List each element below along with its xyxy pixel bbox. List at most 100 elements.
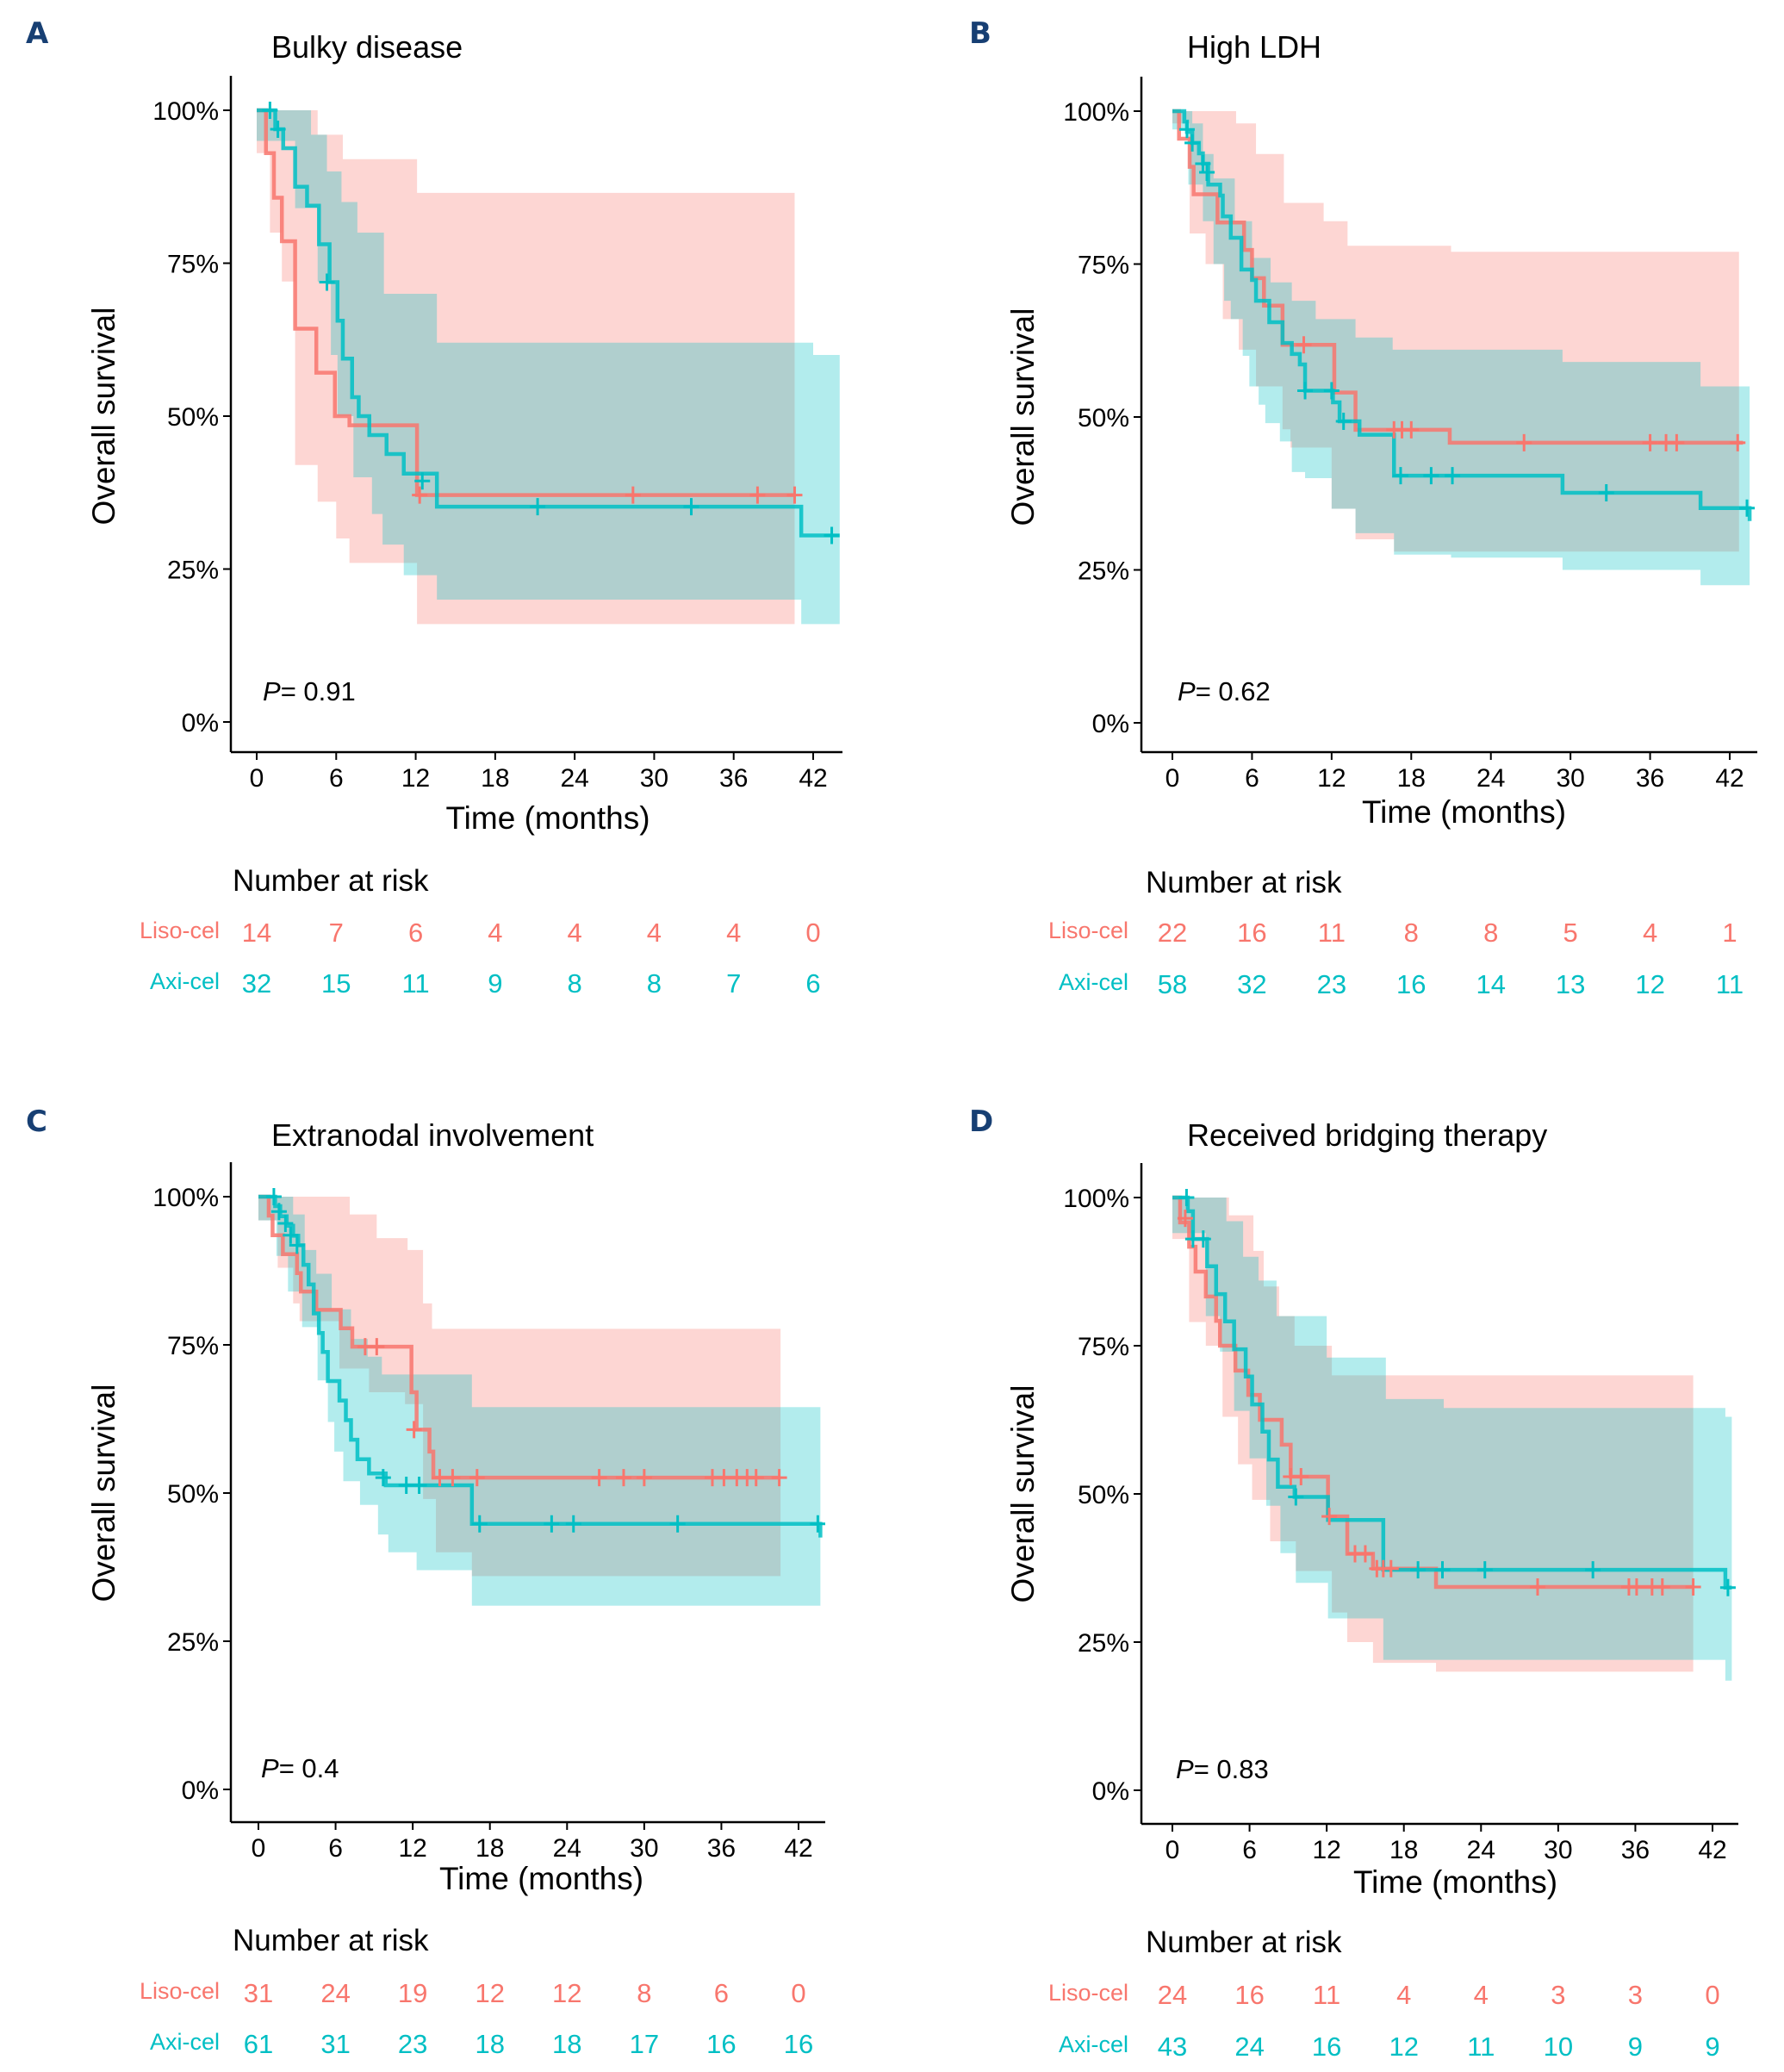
y-tick-label: 75% bbox=[1078, 252, 1129, 280]
risk-count-liso-cel: 7 bbox=[329, 918, 344, 948]
panel-letter: B bbox=[969, 16, 991, 51]
censor-mark-axi-cel bbox=[1335, 412, 1352, 430]
risk-count-liso-cel: 0 bbox=[805, 918, 820, 948]
y-axis-label: Overall survival bbox=[86, 1384, 121, 1602]
censor-mark-liso-cel bbox=[615, 1469, 631, 1487]
censor-mark-liso-cel bbox=[444, 1469, 461, 1487]
x-tick-label: 12 bbox=[401, 764, 430, 793]
y-tick-label: 100% bbox=[152, 97, 219, 126]
p-value-number: = 0.91 bbox=[281, 676, 356, 706]
y-tick-label: 50% bbox=[167, 403, 219, 432]
censor-mark-liso-cel bbox=[625, 486, 641, 504]
censor-mark-liso-cel bbox=[1685, 1578, 1701, 1596]
survival-curve-liso-cel bbox=[1172, 109, 1744, 445]
censor-mark-liso-cel bbox=[1177, 1210, 1193, 1228]
y-tick-label: 25% bbox=[1078, 557, 1129, 586]
risk-count-liso-cel: 4 bbox=[488, 918, 502, 948]
risk-count-axi-cel: 16 bbox=[706, 2029, 736, 2059]
censor-mark-axi-cel bbox=[319, 273, 335, 291]
censor-mark-axi-cel bbox=[1297, 382, 1314, 400]
risk-count-axi-cel: 9 bbox=[1628, 2032, 1643, 2062]
censor-mark-axi-cel bbox=[265, 1188, 282, 1205]
x-tick-label: 30 bbox=[1556, 764, 1584, 793]
censor-mark-liso-cel bbox=[1293, 1468, 1309, 1486]
x-tick-label: 36 bbox=[1636, 764, 1664, 793]
x-tick-label: 6 bbox=[1242, 1836, 1257, 1864]
censor-mark-liso-cel bbox=[786, 486, 803, 504]
y-tick-label: 25% bbox=[167, 1628, 219, 1657]
risk-count-liso-cel: 0 bbox=[791, 1978, 805, 2008]
p-value: P= 0.62 bbox=[1178, 676, 1271, 706]
risk-count-axi-cel: 32 bbox=[242, 968, 271, 999]
x-tick-label: 24 bbox=[560, 764, 588, 793]
y-tick-label: 25% bbox=[167, 557, 219, 585]
risk-count-axi-cel: 11 bbox=[1716, 969, 1744, 999]
risk-count-axi-cel: 24 bbox=[1234, 2032, 1264, 2062]
censor-mark-axi-cel bbox=[270, 1203, 287, 1221]
censor-mark-axi-cel bbox=[1178, 1189, 1195, 1206]
survival-curve-axi-cel bbox=[1172, 109, 1752, 521]
censor-mark-liso-cel bbox=[1642, 433, 1658, 451]
censor-mark-axi-cel bbox=[824, 526, 840, 544]
x-axis-label: Time (months) bbox=[1353, 1864, 1557, 1900]
censor-mark-axi-cel bbox=[289, 1236, 305, 1254]
censor-mark-liso-cel bbox=[406, 1421, 422, 1439]
censor-mark-axi-cel bbox=[1739, 499, 1756, 517]
x-tick-label: 36 bbox=[1621, 1836, 1650, 1864]
censor-mark-axi-cel bbox=[270, 121, 286, 139]
censor-mark-liso-cel bbox=[1403, 420, 1420, 439]
risk-count-axi-cel: 6 bbox=[805, 968, 820, 999]
risk-row-label-axi-cel: Axi-cel bbox=[1059, 2032, 1128, 2057]
x-tick-label: 24 bbox=[1467, 1836, 1495, 1864]
censor-mark-axi-cel bbox=[1178, 121, 1195, 139]
x-tick-label: 30 bbox=[1544, 1836, 1572, 1864]
censor-mark-axi-cel bbox=[544, 1515, 560, 1533]
censor-mark-axi-cel bbox=[1434, 1561, 1451, 1579]
panel-letter: A bbox=[26, 16, 49, 51]
risk-row-label-axi-cel: Axi-cel bbox=[1059, 969, 1128, 995]
x-axis-label: Time (months) bbox=[1362, 794, 1566, 830]
x-tick-label: 42 bbox=[1715, 764, 1744, 793]
risk-count-liso-cel: 4 bbox=[1643, 918, 1657, 948]
censor-mark-liso-cel bbox=[591, 1469, 607, 1487]
ci-band-axi-cel bbox=[1172, 111, 1750, 600]
risk-count-axi-cel: 23 bbox=[1317, 969, 1346, 999]
x-axis-label: Time (months) bbox=[439, 1861, 643, 1896]
plot-area bbox=[1172, 1189, 1736, 1681]
panel-title: Received bridging therapy bbox=[1187, 1117, 1547, 1153]
risk-row-label-liso-cel: Liso-cel bbox=[1048, 1980, 1128, 2006]
x-tick-label: 42 bbox=[1698, 1836, 1726, 1864]
risk-count-axi-cel: 32 bbox=[1237, 969, 1266, 999]
y-tick-label: 50% bbox=[167, 1480, 219, 1509]
plot-area bbox=[258, 1188, 825, 1621]
survival-curve-liso-cel bbox=[258, 1194, 781, 1480]
x-tick-label: 6 bbox=[1245, 764, 1259, 793]
survival-curve-axi-cel bbox=[257, 108, 840, 538]
x-tick-label: 36 bbox=[707, 1834, 736, 1863]
x-tick-label: 42 bbox=[799, 764, 827, 793]
censor-mark-liso-cel bbox=[1296, 336, 1312, 354]
panel-title: Extranodal involvement bbox=[271, 1117, 594, 1153]
censor-mark-liso-cel bbox=[1357, 1545, 1373, 1563]
risk-count-liso-cel: 4 bbox=[1396, 1980, 1411, 2010]
censor-mark-liso-cel bbox=[1628, 1578, 1644, 1596]
x-tick-label: 24 bbox=[553, 1834, 581, 1863]
censor-mark-liso-cel bbox=[1654, 1578, 1670, 1596]
x-tick-label: 0 bbox=[252, 1834, 266, 1863]
x-tick-label: 42 bbox=[784, 1834, 812, 1863]
risk-count-axi-cel: 8 bbox=[647, 968, 662, 999]
censor-mark-axi-cel bbox=[669, 1515, 686, 1533]
risk-count-liso-cel: 12 bbox=[475, 1978, 504, 2008]
risk-count-axi-cel: 16 bbox=[784, 2029, 813, 2059]
censor-mark-axi-cel bbox=[1423, 467, 1439, 485]
risk-count-axi-cel: 23 bbox=[398, 2029, 427, 2059]
p-value: P= 0.91 bbox=[263, 676, 356, 706]
risk-count-liso-cel: 4 bbox=[568, 918, 582, 948]
risk-count-liso-cel: 4 bbox=[647, 918, 662, 948]
risk-count-axi-cel: 9 bbox=[1705, 2032, 1719, 2062]
risk-count-axi-cel: 16 bbox=[1312, 2032, 1341, 2062]
censor-mark-axi-cel bbox=[1476, 1561, 1493, 1579]
risk-count-liso-cel: 4 bbox=[1474, 1980, 1489, 2010]
censor-mark-axi-cel bbox=[1184, 134, 1201, 152]
